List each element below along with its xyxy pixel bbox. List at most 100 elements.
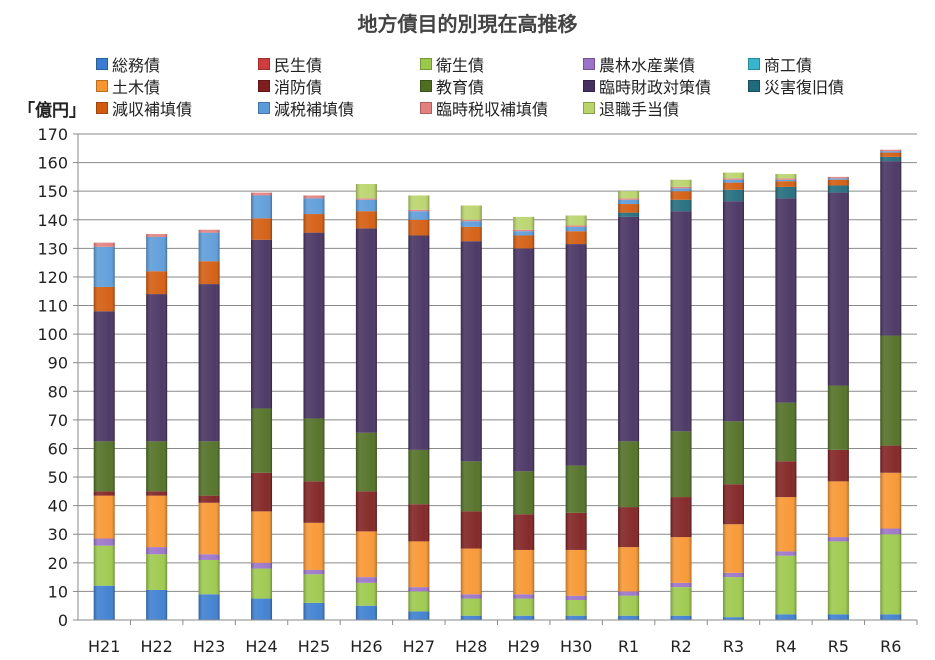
legend-item: 減税補填債 [258,96,354,120]
bar-segment-shading [565,465,587,513]
bar-segment-shading [198,284,220,442]
bar-segment-shading [565,226,587,232]
bar-segment-shading [618,199,640,205]
bar-segment-shading [303,522,325,570]
legend-swatch [583,80,595,92]
bar-segment-shading [880,614,902,620]
bar-segment-shading [93,491,115,496]
bar-segment-shading [355,211,377,229]
legend-item: 衛生債 [420,52,484,76]
bar-segment-shading [775,186,797,199]
bar-segment-shading [827,614,849,620]
legend-item: 総務債 [96,52,160,76]
bar-segment-shading [460,461,482,512]
bar-segment-shading [513,514,535,550]
x-tick-label: H26 [350,637,382,656]
bar-segment-shading [618,507,640,548]
bar-segment-shading [670,431,692,498]
bar-segment-shading [827,449,849,482]
bar-segment-shading [146,234,168,237]
y-tick-label: 160 [37,154,68,173]
bar-segment-shading [198,232,220,262]
bar-segment-shading [565,599,587,616]
bar-segment-shading [198,594,220,620]
bar-segment-shading [565,225,587,227]
bar-segment-shading [880,151,902,153]
legend-swatch [96,58,108,70]
y-tick-label: 30 [48,525,68,544]
bar-segment-shading [460,219,482,222]
x-tick-label: H23 [193,637,225,656]
bar-segment-shading [198,559,220,595]
bar-segment-shading [460,594,482,599]
bar-segment-shading [355,228,377,433]
legend-item: 消防債 [258,74,322,98]
legend-label: 退職手当債 [599,100,680,119]
bar-segment-shading [146,589,168,620]
bar-segment-shading [408,209,430,212]
y-tick-label: 110 [37,297,68,316]
bar-segment-shading [775,178,797,180]
bar-segment-shading [355,184,377,199]
bar-segment-shading [198,261,220,285]
bar-segment-shading [827,385,849,450]
bar-segment-shading [198,495,220,503]
bar-segment-shading [460,598,482,616]
bar-segment-shading [722,179,744,183]
legend-swatch [420,58,432,70]
bar-segment-shading [460,511,482,549]
y-axis-unit-label: 「億円」 [18,101,86,121]
bar-segment-shading [251,511,273,563]
legend-label: 災害復旧債 [764,78,845,97]
bar-segment-shading [198,229,220,233]
bar-segment-shading [355,491,377,532]
legend-item: 教育債 [420,74,484,98]
legend-swatch [583,58,595,70]
bar-segment-shading [460,226,482,242]
bar-segment-shading [670,186,692,189]
y-tick-label: 0 [58,611,68,630]
bar-segment-shading [670,199,692,212]
y-tick-label: 80 [48,382,68,401]
x-tick-label: R3 [723,637,744,656]
legend-item: 臨時税収補填債 [420,96,548,120]
bar-segment-shading [355,605,377,620]
bar-segment-shading [880,445,902,473]
bar-segment-shading [618,547,640,592]
legend-label: 臨時税収補填債 [436,100,549,119]
bar-segment-shading [513,229,535,232]
bar-segment-shading [93,441,115,492]
bar-segment-shading [146,495,168,548]
bar-segment-shading [513,598,535,616]
x-tick-label: H25 [298,637,330,656]
bar-segment-shading [827,185,849,193]
legend-label: 商工債 [764,56,813,75]
bar-segment-shading [722,524,744,573]
bar-segment-shading [565,595,587,600]
bar-segment-shading [722,178,744,180]
bar-segment-shading [146,294,168,442]
bar-segment-shading [722,617,744,620]
bar-segment-shading [775,551,797,556]
bar-segment-shading [93,242,115,247]
bar-segment-shading [93,545,115,586]
y-tick-label: 150 [37,182,68,201]
bar-segment-shading [355,582,377,606]
bar-segment-shading [251,408,273,473]
legend-item: 災害復旧債 [748,74,844,98]
legend-label: 教育債 [436,78,485,97]
legend-item: 臨時財政対策債 [583,74,711,98]
bar-segment-shading [565,615,587,620]
bar-segment-shading [93,311,115,442]
legend-item: 商工債 [748,52,812,76]
bar-segment-shading [670,537,692,583]
bar-segment-shading [775,402,797,462]
bar-segment-shading [722,577,744,618]
bar-segment-shading [618,216,640,442]
bar-segment-shading [408,611,430,620]
bar-segment-shading [460,615,482,620]
bar-segment-shading [408,591,430,612]
bar-segment-shading [827,179,849,186]
